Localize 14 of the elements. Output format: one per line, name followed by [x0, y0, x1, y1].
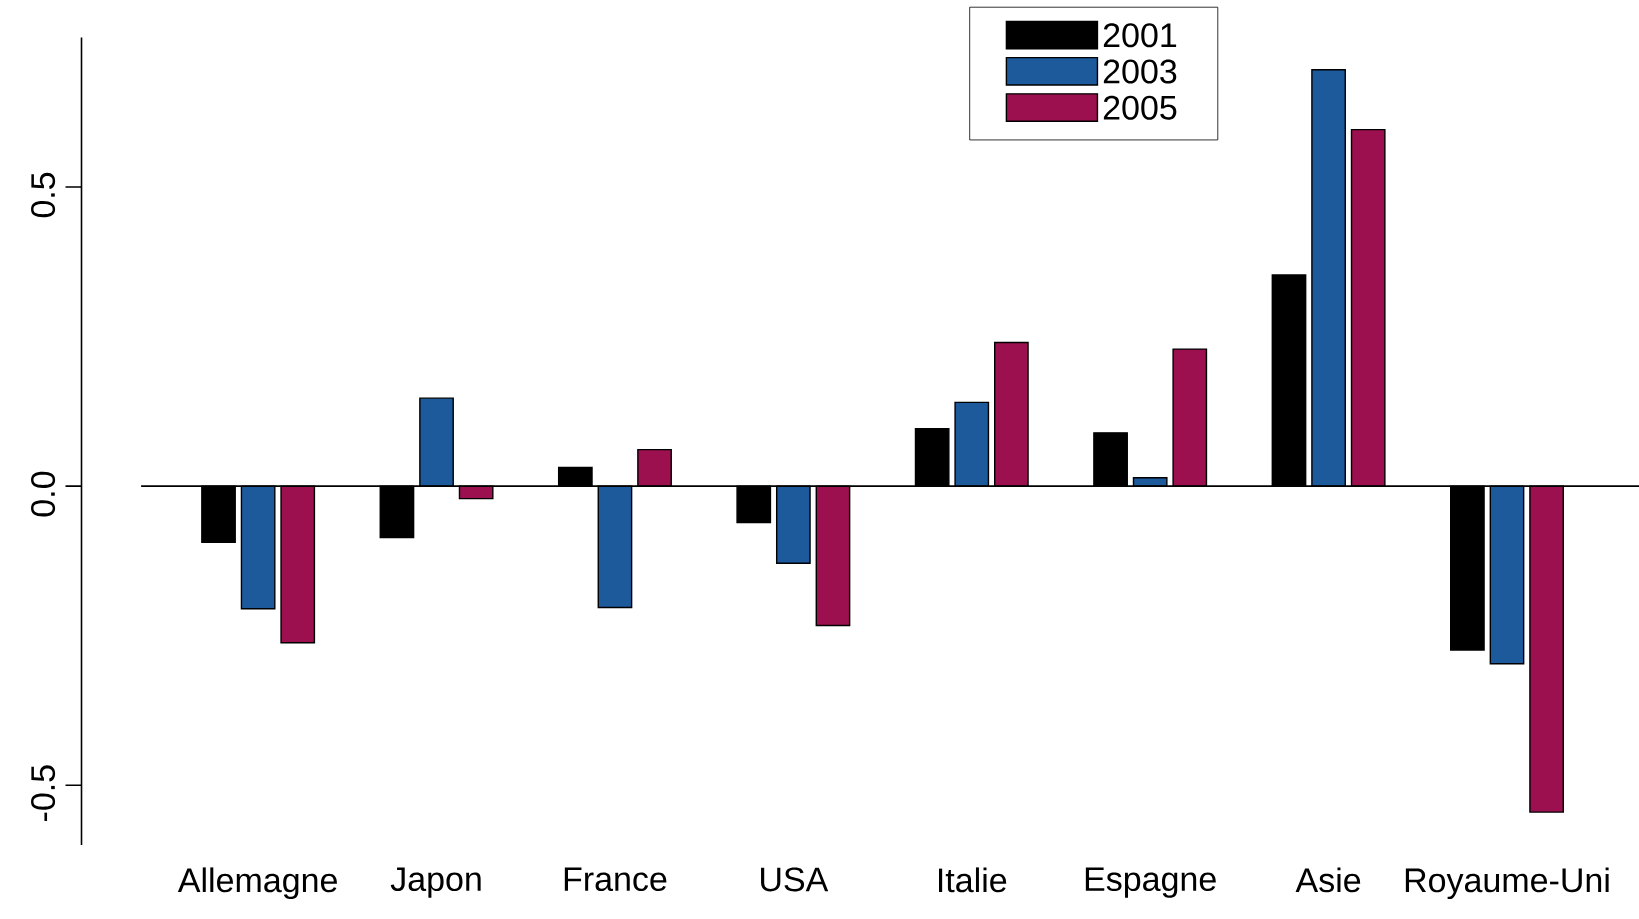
x-tick-label: Royaume-Uni: [1405, 867, 1609, 900]
x-tick-label: Allemagne: [177, 867, 337, 900]
x-tick-label: Espagne: [1085, 867, 1216, 898]
x-tick-label: Japon: [390, 867, 481, 898]
y-tick-label: 0.0: [31, 471, 56, 517]
legend-label: 2005: [1103, 95, 1177, 120]
legend-label: 2001: [1103, 23, 1177, 48]
x-tick-label: Asie: [1295, 867, 1361, 893]
x-tick-label: USA: [761, 867, 829, 892]
x-tick-label: France: [564, 867, 667, 892]
x-tick-label: Italie: [939, 867, 1007, 893]
y-tick-label: -0.5: [31, 765, 56, 821]
y-tick-label: 0.5: [31, 172, 56, 218]
legend-label: 2003: [1103, 59, 1177, 84]
